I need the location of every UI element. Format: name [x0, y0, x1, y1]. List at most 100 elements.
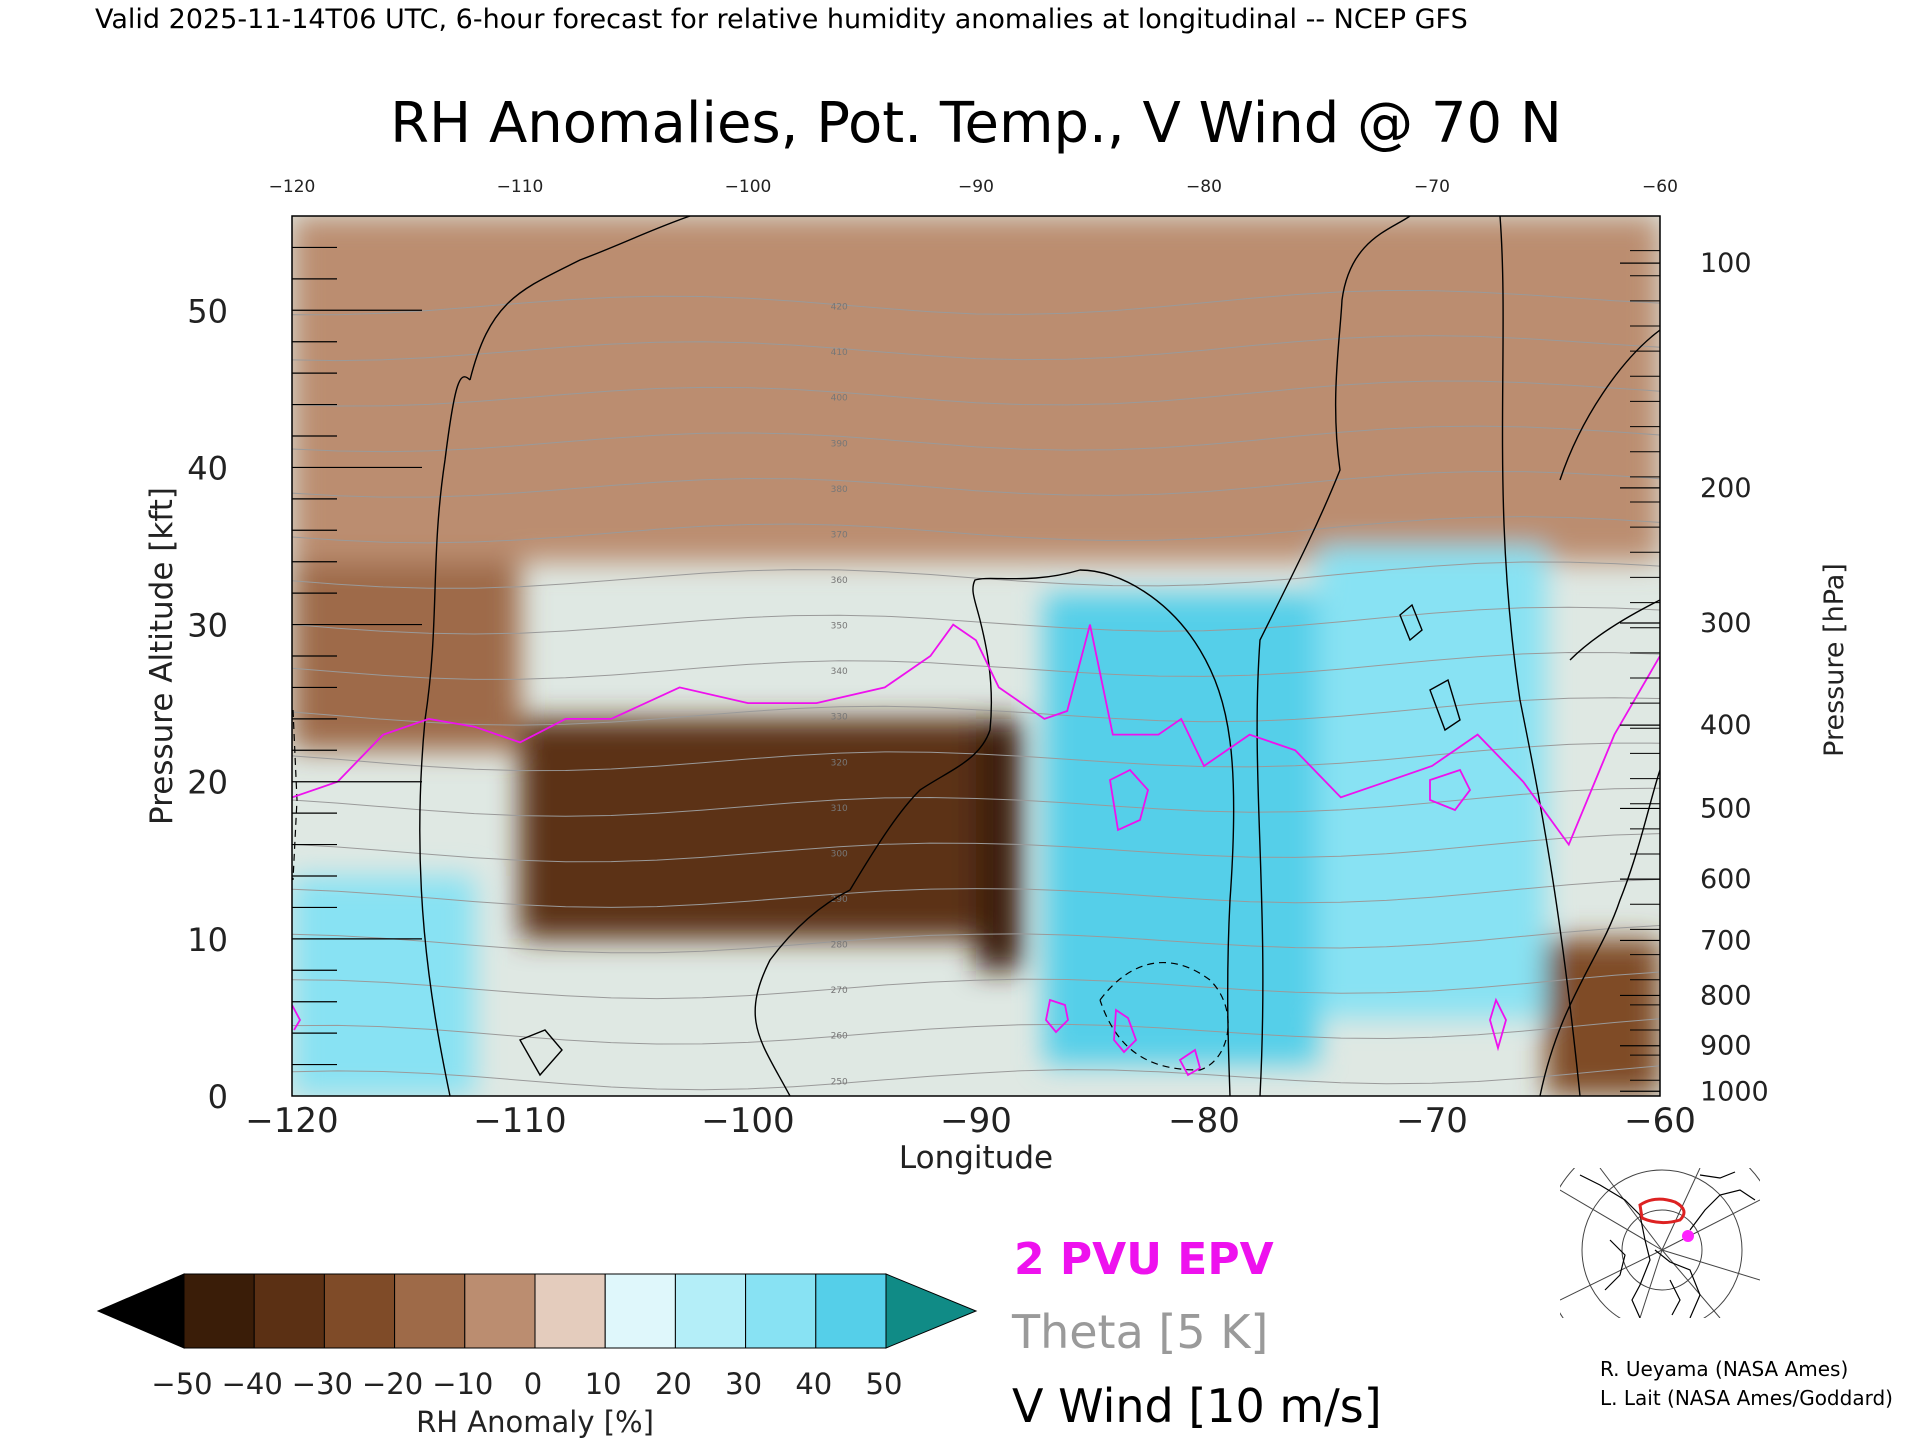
colorbar-bin — [323, 1273, 396, 1349]
top-tick-label: −90 — [958, 177, 994, 197]
theta-contour — [292, 925, 1660, 954]
theta-contour — [292, 833, 1660, 863]
colorbar-bin — [534, 1273, 606, 1349]
plot-area: 250 260 270 280 290 300 310 320 330 340 350 360 370 3… — [291, 215, 1661, 1097]
theta-contour-label: 320 — [831, 758, 848, 768]
pressure-tick-label: 100 — [1700, 248, 1752, 279]
y-axis-tick-labels: 0 10 20 30 40 50 — [187, 292, 228, 1116]
rh-region — [1318, 546, 1546, 1018]
legend-vwind: V Wind [10 m/s] — [1012, 1379, 1382, 1433]
y-axis-label-left: Pressure Altitude [kft] — [144, 487, 180, 825]
theta-contour-label: 410 — [831, 348, 848, 358]
theta-contour — [292, 697, 1660, 726]
x-tick-label: −90 — [940, 1101, 1012, 1141]
pressure-tick-label: 400 — [1700, 710, 1752, 741]
pressure-level-ticks — [292, 246, 1660, 1092]
inset-locator-map — [1560, 1168, 1760, 1318]
colorbar-tick-label: 40 — [795, 1367, 832, 1401]
theta-contour-label: 420 — [831, 303, 848, 313]
theta-contour-label: 370 — [831, 530, 848, 540]
x-tick-label: −120 — [245, 1101, 338, 1141]
x-tick-label: −70 — [1396, 1101, 1468, 1141]
theta-contour-label: 270 — [831, 986, 848, 996]
colorbar — [96, 1273, 978, 1349]
rh-region — [1044, 593, 1318, 1065]
colorbar-bin — [253, 1273, 325, 1349]
theta-contour-label: 330 — [831, 713, 848, 723]
pressure-tick-label: 600 — [1700, 864, 1752, 895]
colorbar-bin — [745, 1273, 817, 1349]
theta-contour-label: 350 — [831, 622, 848, 632]
y-axis-label-right: Pressure [hPa] — [1819, 563, 1850, 757]
theta-contour-label: 260 — [831, 1032, 848, 1042]
theta-contour-label: 360 — [831, 576, 848, 586]
epv-small-contours — [292, 768, 1507, 1077]
rh-anomaly-field — [292, 216, 1660, 1096]
top-tick-label: −110 — [497, 177, 544, 197]
pressure-tick-label: 1000 — [1700, 1076, 1769, 1107]
legend-theta: Theta [5 K] — [1011, 1305, 1268, 1359]
top-tick-label: −80 — [1186, 177, 1222, 197]
colorbar-tick-label: 50 — [866, 1367, 903, 1401]
v-wind-contours — [292, 216, 1660, 1096]
y-tick-label: 40 — [187, 449, 228, 487]
colorbar-label: RH Anomaly [%] — [416, 1405, 654, 1439]
theta-contour — [292, 787, 1660, 817]
pressure-tick-label: 800 — [1700, 980, 1752, 1011]
y-tick-label: 10 — [187, 921, 228, 959]
theta-contour-label: 340 — [831, 667, 848, 677]
credit-line-1: R. Ueyama (NASA Ames) — [1600, 1357, 1848, 1381]
colorbar-tick-label: 10 — [585, 1367, 622, 1401]
theta-contour-label: 310 — [831, 804, 848, 814]
y-tick-label: 0 — [208, 1078, 228, 1116]
theta-contour — [292, 561, 1660, 589]
theta-contour — [292, 878, 1660, 908]
rh-region — [292, 876, 475, 1096]
colorbar-under-arrow — [96, 1273, 185, 1349]
top-tick-label: −60 — [1642, 177, 1678, 197]
rh-region — [520, 718, 976, 939]
colorbar-tick-label: −40 — [222, 1367, 283, 1401]
valid-time-line: Valid 2025-11-14T06 UTC, 6-hour forecast… — [95, 4, 1468, 35]
colorbar-tick-label: −30 — [292, 1367, 353, 1401]
colorbar-bin — [815, 1273, 887, 1349]
pressure-tick-label: 300 — [1700, 608, 1752, 639]
theta-contour-label: 380 — [831, 485, 848, 495]
theta-contour — [292, 470, 1660, 498]
x-axis-tick-labels: −120 −110 −100 −90 −80 −70 −60 — [245, 1101, 1696, 1141]
x-tick-label: −100 — [701, 1101, 794, 1141]
theta-contour — [292, 742, 1660, 772]
x-tick-label: −60 — [1624, 1101, 1696, 1141]
theta-contour — [292, 289, 1660, 316]
rh-region — [1546, 938, 1660, 1096]
pressure-tick-label: 500 — [1700, 793, 1752, 824]
y-tick-label: 20 — [187, 764, 228, 802]
theta-contour — [292, 1018, 1660, 1045]
y-tick-label: 50 — [187, 292, 228, 330]
x-axis-label: Longitude — [899, 1140, 1053, 1176]
chart-title: RH Anomalies, Pot. Temp., V Wind @ 70 N — [390, 91, 1562, 156]
theta-contour-label: 390 — [831, 439, 848, 449]
y-tick-label: 30 — [187, 607, 228, 645]
colorbar-bin — [464, 1273, 536, 1349]
pressure-tick-label: 700 — [1700, 925, 1752, 956]
theta-contour-label: 290 — [831, 895, 848, 905]
colorbar-bin — [604, 1273, 676, 1349]
legend-epv: 2 PVU EPV — [1014, 1234, 1274, 1285]
colorbar-over-arrow — [885, 1273, 978, 1349]
theta-contour-label: 250 — [831, 1077, 848, 1087]
colorbar-bin — [183, 1273, 255, 1349]
top-tick-label: −100 — [725, 177, 772, 197]
colorbar-tick-label: −20 — [362, 1367, 423, 1401]
colorbar-tick-label: −50 — [151, 1367, 212, 1401]
x-tick-label: −110 — [473, 1101, 566, 1141]
pressure-tick-label: 200 — [1700, 473, 1752, 504]
theta-contour — [292, 425, 1660, 453]
theta-contour — [292, 651, 1660, 680]
top-longitude-tick-labels: −120 −110 −100 −90 −80 −70 −60 — [269, 177, 1678, 197]
theta-contour — [292, 335, 1660, 362]
theta-contour-label: 300 — [831, 849, 848, 859]
theta-contour-label: 400 — [831, 394, 848, 404]
epv-2pvu-line — [292, 623, 1660, 847]
